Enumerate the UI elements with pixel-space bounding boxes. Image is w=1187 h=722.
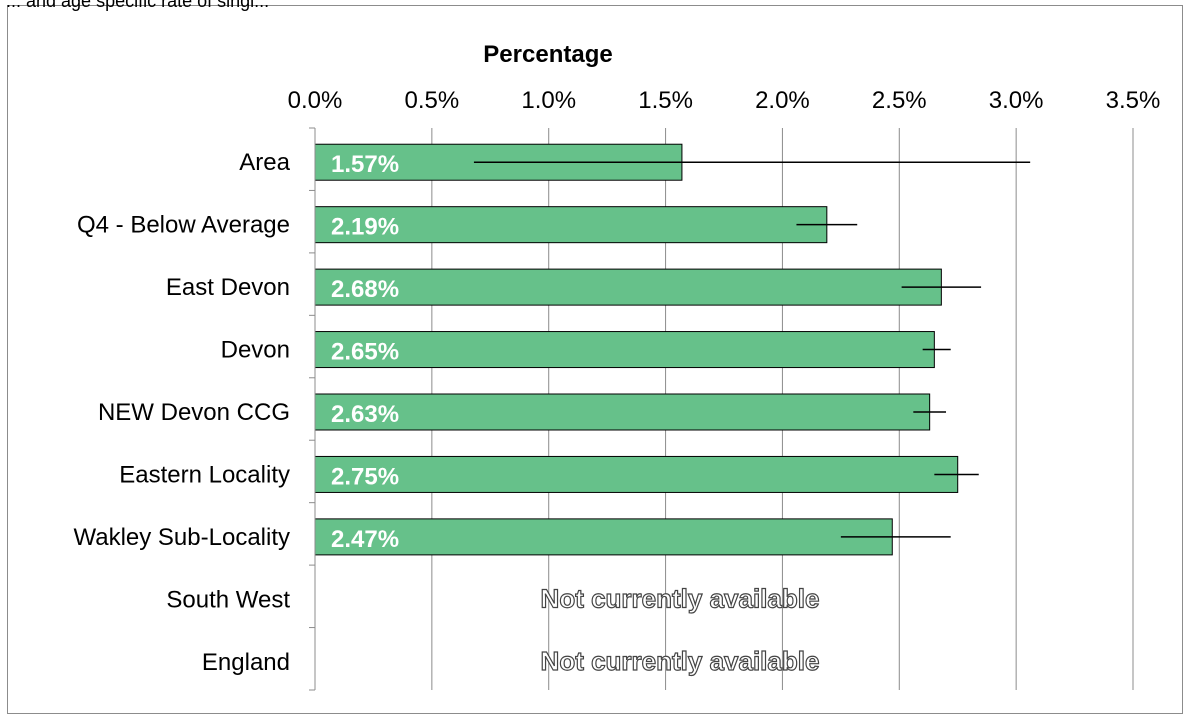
x-tick-label: 3.0%	[989, 87, 1044, 114]
bar	[314, 331, 935, 369]
chart-frame	[7, 5, 1183, 714]
x-tick-label: 0.0%	[288, 87, 343, 114]
bars: 1.57% 2.19% 2.68% 2.65% 2.63% 2.75% 2.47%	[314, 143, 959, 556]
category-label: Wakley Sub-Locality	[73, 524, 290, 551]
x-tick-label: 0.5%	[405, 87, 460, 114]
x-axis-ticks: 0.0% 0.5% 1.0% 1.5% 2.0% 2.5% 3.0% 3.5%	[288, 87, 1161, 114]
axis-title: Percentage	[483, 41, 612, 68]
category-label: East Devon	[166, 274, 290, 301]
bar	[314, 206, 828, 244]
bar	[314, 455, 959, 493]
data-label: 1.57%	[331, 151, 399, 178]
bar	[314, 268, 942, 306]
unavailable-label: Not currently available	[541, 583, 820, 613]
data-label: 2.65%	[331, 339, 399, 366]
bar	[314, 393, 931, 431]
x-tick-label: 3.5%	[1106, 87, 1161, 114]
unavailable-label: Not currently available	[541, 646, 820, 676]
x-tick-label: 1.0%	[521, 87, 576, 114]
data-label: 2.68%	[331, 276, 399, 303]
category-label: NEW Devon CCG	[98, 399, 290, 426]
x-tick-label: 2.0%	[755, 87, 810, 114]
x-tick-label: 2.5%	[872, 87, 927, 114]
error-bars	[473, 161, 1031, 538]
category-labels: Area Q4 - Below Average East Devon Devon NEW…	[73, 149, 820, 676]
category-label: Q4 - Below Average	[77, 212, 290, 239]
data-label: 2.63%	[331, 401, 399, 428]
category-label: England	[202, 649, 290, 676]
category-label: Devon	[221, 337, 290, 364]
category-label: South West	[166, 586, 290, 613]
data-label: 2.47%	[331, 526, 399, 553]
category-axis	[309, 127, 316, 691]
category-label: Area	[239, 149, 290, 176]
chart-header-text: ... and age specific rate of singl...	[6, 0, 270, 11]
data-label: 2.19%	[331, 214, 399, 241]
bar	[314, 518, 893, 556]
data-label: 2.75%	[331, 463, 399, 490]
x-tick-label: 1.5%	[638, 87, 693, 114]
category-label: Eastern Locality	[119, 461, 290, 488]
